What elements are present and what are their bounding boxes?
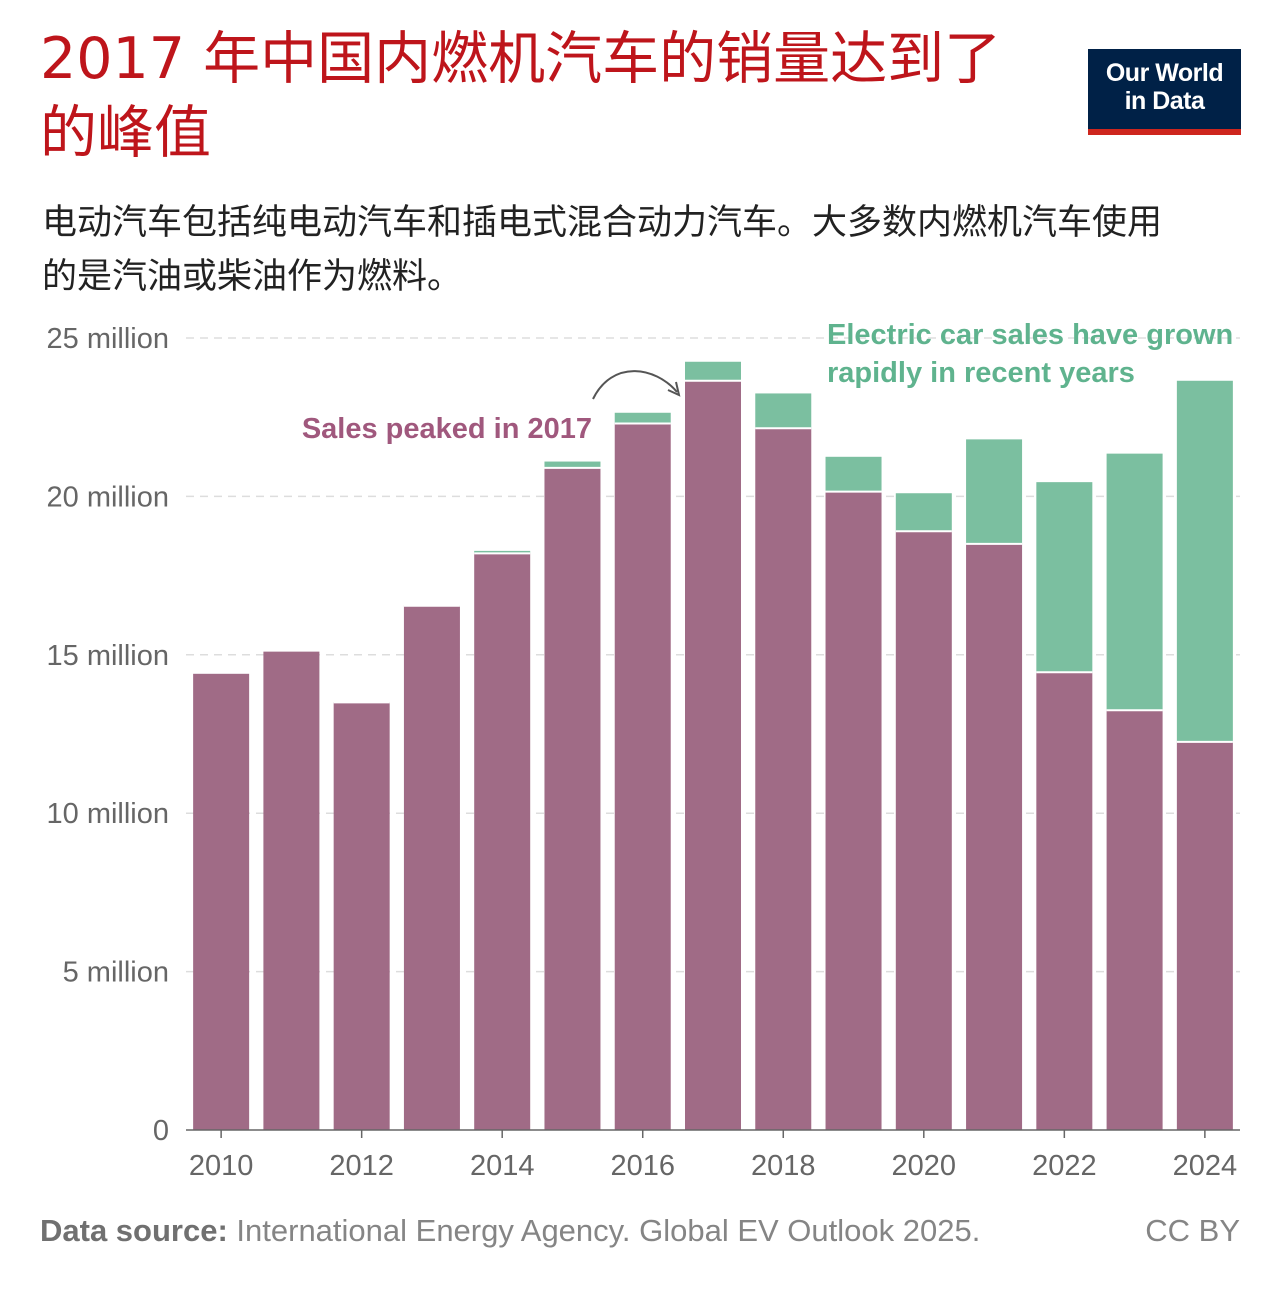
logo-accent-bar	[1088, 129, 1241, 135]
bar-ice-2011	[263, 651, 320, 1130]
bar-ice-2020	[895, 531, 952, 1130]
bar-ice-2015	[544, 467, 601, 1130]
y-tick-label: 25 million	[47, 323, 170, 355]
chart-title: 2017 年中国内燃机汽车的销量达到了的峰值	[40, 26, 1002, 166]
bar-ev-2020	[895, 493, 952, 532]
annotation-arrow	[592, 370, 678, 400]
bar-ice-2019	[825, 491, 882, 1130]
bar-ev-2022	[1036, 482, 1093, 673]
data-source-label: Data source:	[40, 1213, 228, 1248]
y-tick-label: 20 million	[47, 481, 170, 513]
data-source-text[interactable]: International Energy Agency. Global EV O…	[227, 1213, 981, 1248]
bar-ice-2016	[614, 423, 671, 1130]
y-tick-label: 0	[153, 1115, 169, 1147]
y-tick-label: 5 million	[63, 957, 169, 989]
data-source: Data source: International Energy Agency…	[40, 1213, 980, 1249]
x-tick-label: 2022	[1032, 1150, 1097, 1182]
y-tick-label: 15 million	[47, 640, 170, 672]
bar-ev-2018	[755, 393, 812, 429]
bar-ev-2019	[825, 456, 882, 492]
bar-ice-2022	[1036, 672, 1093, 1130]
bar-ice-2018	[755, 428, 812, 1131]
x-tick-label: 2012	[329, 1150, 394, 1182]
x-tick-label: 2010	[189, 1150, 254, 1182]
bar-ev-2014	[474, 550, 531, 554]
annotation-arrow-head	[667, 381, 681, 397]
y-axis-ticks: 0 5 million 10 million 15 million 20 million…	[47, 323, 170, 1147]
bar-ev-2024	[1176, 380, 1233, 742]
x-tick-label: 2024	[1173, 1150, 1238, 1182]
logo-line-2: in Data	[1124, 87, 1205, 115]
bar-ev-2016	[614, 412, 671, 424]
logo-line-1: Our World	[1105, 59, 1224, 87]
bar-ev-2017	[685, 361, 741, 381]
y-tick-label: 10 million	[47, 798, 170, 830]
bar-ice-2010	[193, 673, 250, 1130]
x-tick-label: 2016	[610, 1150, 675, 1182]
bar-ice-2021	[966, 543, 1023, 1130]
bar-ice-2024	[1176, 741, 1233, 1130]
bar-ice-2012	[333, 702, 390, 1130]
license[interactable]: CC BY	[1145, 1213, 1240, 1248]
annotation-ev-growth-line-2: rapidly in recent years	[827, 357, 1135, 389]
annotation-ev-growth-line-1: Electric car sales have grown	[827, 319, 1233, 351]
bar-ice-2017	[685, 380, 741, 1130]
x-tick-label: 2018	[751, 1150, 816, 1182]
bar-ev-2023	[1106, 453, 1163, 711]
x-tick-label: 2020	[892, 1150, 957, 1182]
chart-subtitle: 电动汽车包括纯电动汽车和插电式混合动力汽车。大多数内燃机汽车使用的是汽油或柴油作…	[42, 203, 1163, 297]
bar-ice-2013	[403, 605, 460, 1130]
bar-ev-2015	[544, 461, 601, 468]
x-tick-label: 2014	[470, 1150, 535, 1182]
bar-ice-2023	[1106, 710, 1163, 1130]
x-axis: 2010 2012 2014 2016 2018 2020 2022 2024	[186, 1129, 1240, 1182]
bar-ice-2014	[474, 553, 531, 1130]
owid-logo[interactable]: Our World in Data	[1088, 49, 1241, 135]
annotation-sales-peak: Sales peaked in 2017	[302, 413, 592, 445]
stacked-bar-chart: 0 5 million 10 million 15 million 20 million…	[47, 319, 1240, 1182]
bar-ev-2021	[966, 439, 1023, 544]
annotations: Sales peaked in 2017 Electric car sales …	[302, 319, 1233, 445]
bars	[193, 361, 1233, 1131]
